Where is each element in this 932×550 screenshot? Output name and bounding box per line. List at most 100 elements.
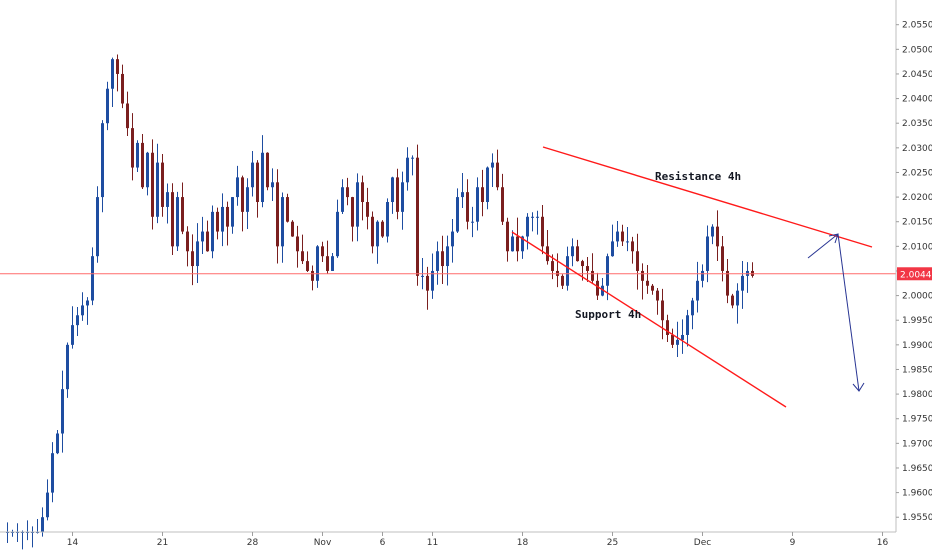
candle-body [191, 251, 194, 267]
candle-body [641, 270, 644, 281]
candle-body [476, 187, 479, 222]
candle-body [116, 59, 119, 74]
x-tick-label: 6 [380, 538, 386, 548]
candle-body [631, 241, 634, 252]
candle-body [231, 197, 234, 227]
resistance-label: Resistance 4h [655, 170, 741, 183]
candle-body [131, 128, 134, 168]
candle-body [506, 221, 509, 252]
candle-body [611, 241, 614, 257]
candle-body [426, 275, 429, 291]
y-tick-label: 2.02000 [902, 193, 932, 203]
current-price-badge: 2.00443 [897, 267, 932, 281]
candle-body [56, 433, 59, 454]
candle-body [96, 197, 99, 257]
candle-body [561, 275, 564, 286]
candle-body [46, 492, 49, 518]
candle-body [206, 231, 209, 252]
candle-body [431, 270, 434, 291]
candle-body [221, 206, 224, 232]
candle-body [396, 177, 399, 212]
candle-body [696, 280, 699, 301]
candle-body [341, 187, 344, 212]
candle-body [596, 280, 599, 296]
candle-body [446, 246, 449, 267]
candle-body [151, 152, 154, 217]
candle-body [421, 275, 424, 277]
candle-body [666, 320, 669, 335]
candle-body [181, 197, 184, 232]
candle-body [201, 231, 204, 242]
candle-body [461, 192, 464, 198]
x-tick-label: 18 [517, 538, 529, 548]
y-tick-label: 2.05000 [902, 45, 932, 55]
candle-body [686, 315, 689, 335]
candle-body [486, 167, 489, 203]
candles-layer [6, 54, 754, 550]
candle-body [381, 221, 384, 237]
candle-body [416, 157, 419, 276]
candle-body [101, 123, 104, 198]
y-tick-label: 2.03000 [902, 144, 932, 154]
candle-body [281, 197, 284, 247]
y-tick-label: 2.04000 [902, 95, 932, 105]
candle-body [121, 73, 124, 104]
candle-body [691, 300, 694, 316]
x-tick-label: 16 [877, 538, 889, 548]
candle-body [346, 187, 349, 198]
candle-body [81, 305, 84, 316]
candle-body [286, 197, 289, 222]
candle-body [261, 152, 264, 203]
candle-body [531, 216, 534, 218]
y-tick-label: 2.04500 [902, 70, 932, 80]
candle-body [626, 241, 629, 243]
y-tick-label: 2.02500 [902, 168, 932, 178]
candle-body [391, 177, 394, 203]
candle-body [321, 246, 324, 257]
candle-body [256, 162, 259, 203]
candle-body [356, 182, 359, 227]
candle-body [211, 211, 214, 252]
candle-body [161, 162, 164, 207]
candle-body [186, 231, 189, 252]
x-tick-label: 28 [247, 538, 259, 548]
candle-body [166, 192, 169, 207]
projection-arrow [807, 233, 865, 392]
candle-body [51, 453, 54, 493]
candle-body [111, 59, 114, 89]
candle-body [671, 334, 674, 345]
x-tick-label: 21 [157, 538, 168, 548]
candle-body [501, 187, 504, 222]
support-trendline [511, 231, 787, 408]
y-tick-label: 1.98500 [902, 365, 932, 375]
y-tick-label: 1.95500 [902, 513, 932, 523]
candle-body [86, 300, 89, 306]
candle-body [106, 88, 109, 124]
candle-body [566, 256, 569, 286]
y-tick-label: 1.98000 [902, 390, 932, 400]
candle-body [436, 251, 439, 271]
candle-body [656, 290, 659, 301]
candle-body [156, 162, 159, 217]
candle-body [376, 221, 379, 247]
candle-body [331, 256, 334, 271]
candle-body [701, 270, 704, 281]
candle-body [651, 285, 654, 291]
candle-body [456, 197, 459, 232]
candle-body [491, 162, 494, 168]
candle-body [606, 256, 609, 286]
candle-body [731, 295, 734, 306]
candle-body [571, 246, 574, 257]
candle-body [496, 162, 499, 188]
y-tick-label: 1.99000 [902, 341, 932, 351]
candle-body [721, 246, 724, 271]
candle-body [386, 202, 389, 237]
candle-body [351, 197, 354, 227]
candle-body [251, 162, 254, 188]
candle-body [401, 182, 404, 212]
candle-body [91, 256, 94, 301]
candle-body [236, 177, 239, 198]
candle-body [361, 182, 364, 203]
candle-body [71, 325, 74, 345]
candle-body [291, 221, 294, 237]
